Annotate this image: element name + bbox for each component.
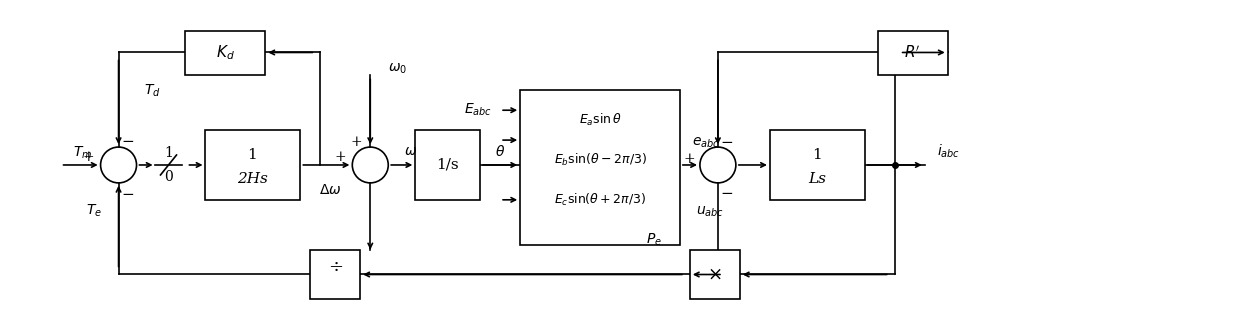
Text: $E_a\sin\theta$: $E_a\sin\theta$ [579,112,621,128]
Text: Ls: Ls [807,172,826,186]
Text: 0: 0 [164,170,172,184]
Text: $E_c\sin(\theta+2\pi/3)$: $E_c\sin(\theta+2\pi/3)$ [554,192,646,208]
Bar [186,31,265,75]
Text: $\omega$: $\omega$ [404,144,417,158]
Text: +: + [335,150,346,164]
Text: $K_d$: $K_d$ [216,43,234,62]
Text: ÷: ÷ [327,257,342,276]
Text: 1: 1 [164,146,172,160]
Bar [415,130,480,200]
Text: +: + [83,150,94,164]
Text: −: − [122,135,134,149]
Text: −: − [122,188,134,202]
Text: $R'$: $R'$ [904,44,921,61]
Text: −: − [720,136,734,150]
Text: $e_{abc}$: $e_{abc}$ [692,136,719,150]
Text: $i_{abc}$: $i_{abc}$ [936,142,960,160]
Text: +: + [351,135,362,149]
Text: $T_e$: $T_e$ [86,203,102,219]
Bar [310,249,361,300]
Text: $T_d$: $T_d$ [144,82,160,99]
Text: $\omega_0$: $\omega_0$ [388,61,408,76]
Text: $u_{abc}$: $u_{abc}$ [696,205,724,219]
Text: $P_e$: $P_e$ [646,232,662,248]
Text: $\Delta\omega$: $\Delta\omega$ [319,183,341,197]
Text: 1: 1 [248,148,257,162]
Text: ×: × [707,265,723,284]
Text: 2Hs: 2Hs [237,172,268,186]
Text: 1/s: 1/s [436,158,459,172]
Bar [520,90,680,245]
Bar [878,31,947,75]
Text: +: + [683,152,694,166]
Text: $\theta$: $\theta$ [495,144,505,159]
Text: $T_m$: $T_m$ [73,145,92,161]
Bar [770,130,864,200]
Text: $E_{abc}$: $E_{abc}$ [464,102,492,118]
Text: 1: 1 [812,148,822,162]
Text: −: − [720,187,734,201]
Bar [689,249,740,300]
Text: $E_b\sin(\theta-2\pi/3)$: $E_b\sin(\theta-2\pi/3)$ [553,152,646,168]
Bar [206,130,300,200]
